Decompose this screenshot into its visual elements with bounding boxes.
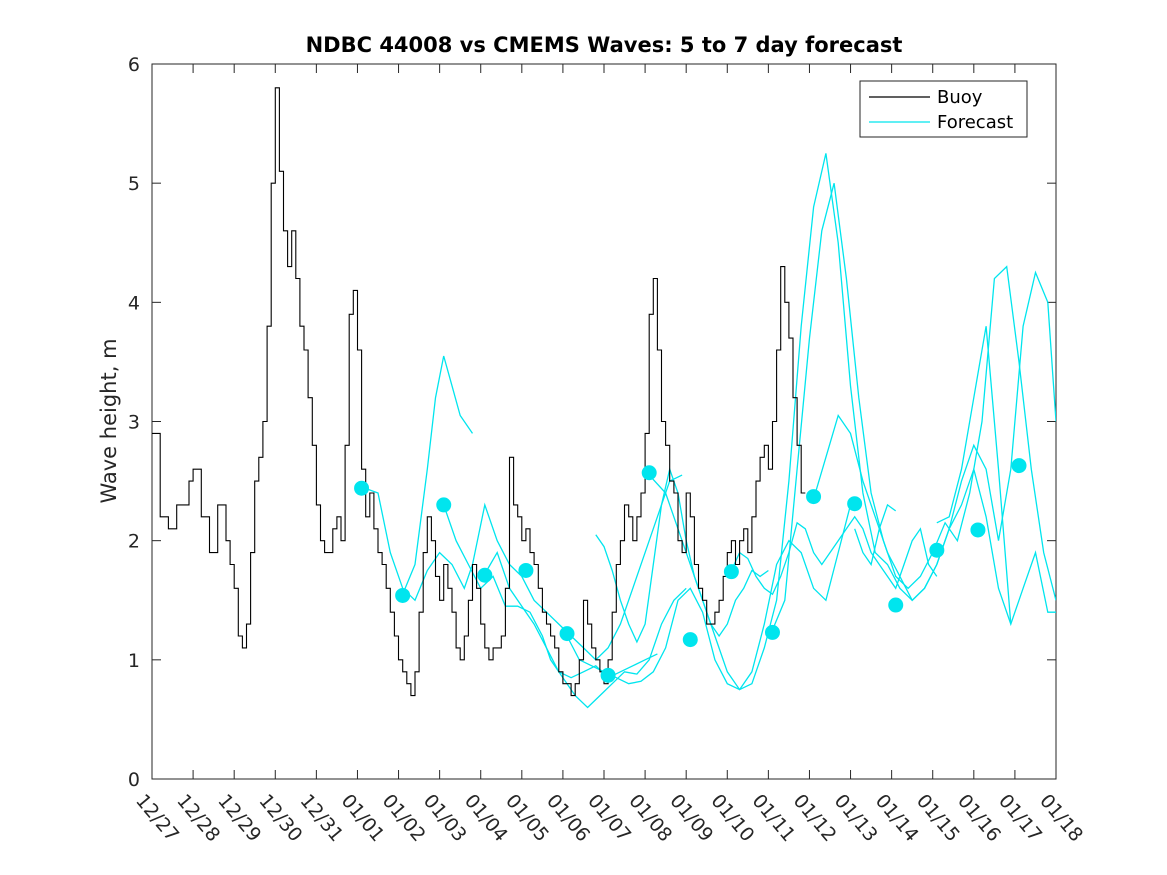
forecast-marker (559, 626, 575, 642)
axes-box (151, 63, 1057, 780)
forecast-marker (888, 597, 904, 613)
x-tick-label: 12/31 (296, 790, 348, 846)
x-tick-label: 01/07 (583, 790, 635, 846)
forecast-line (402, 355, 474, 595)
y-tick-label: 3 (128, 412, 140, 434)
forecast-marker (1011, 458, 1027, 474)
buoy-line (152, 87, 806, 697)
x-tick-label: 01/14 (871, 790, 923, 846)
forecast-line (595, 466, 769, 644)
forecast-marker (723, 564, 739, 580)
chart-title: NDBC 44008 vs CMEMS Waves: 5 to 7 day fo… (306, 33, 903, 57)
legend: Buoy Forecast (859, 80, 1028, 138)
y-tick-label: 4 (128, 292, 140, 314)
x-tick-label: 01/18 (1035, 790, 1087, 846)
forecast-marker (847, 496, 863, 512)
x-tick-label: 12/27 (131, 790, 183, 846)
forecast-marker (436, 497, 452, 513)
x-tick-label: 01/05 (501, 790, 553, 846)
x-tick-label: 12/29 (213, 790, 265, 846)
forecast-line (484, 551, 658, 679)
x-tick-label: 01/12 (789, 790, 841, 846)
x-tick-label: 01/01 (337, 790, 389, 846)
legend-buoy-label: Buoy (937, 87, 983, 108)
x-tick-label: 01/02 (378, 790, 430, 846)
x-tick-label: 01/11 (748, 790, 800, 846)
forecast-marker (600, 667, 616, 683)
x-tick-label: 01/08 (624, 790, 676, 846)
x-tick-label: 01/04 (460, 790, 512, 846)
forecast-marker (518, 562, 534, 578)
forecast-marker (395, 587, 411, 603)
forecast-marker (682, 632, 698, 648)
forecast-line (771, 183, 1056, 631)
y-tick-label: 1 (128, 650, 140, 672)
x-tick-label: 01/06 (542, 790, 594, 846)
y-tick-label: 5 (128, 173, 140, 195)
x-tick-label: 01/10 (706, 790, 758, 846)
x-tick-label: 01/17 (994, 790, 1046, 846)
forecast-marker (929, 542, 945, 558)
forecast-line (854, 503, 897, 567)
forecast-line (648, 153, 1056, 691)
forecast-marker (354, 480, 370, 496)
x-tick-label: 01/16 (953, 790, 1005, 846)
forecast-line (812, 414, 1056, 627)
x-tick-label: 01/03 (419, 790, 471, 846)
x-tick-label: 01/13 (830, 790, 882, 846)
y-tick-label: 0 (128, 769, 140, 791)
x-tick-label: 01/15 (912, 790, 964, 846)
y-tick-label: 6 (128, 54, 140, 76)
forecast-line (936, 326, 1012, 625)
forecast-marker (806, 489, 822, 505)
x-tick-label: 01/09 (665, 790, 717, 846)
y-tick-label: 2 (128, 531, 140, 553)
legend-box (859, 80, 1028, 138)
x-tick-label: 12/28 (172, 790, 224, 846)
forecast-marker (641, 465, 657, 481)
x-tick-label: 12/30 (254, 790, 306, 846)
forecast-marker (477, 567, 493, 583)
forecast-marker (970, 522, 986, 538)
forecast-line (730, 515, 938, 596)
plot-area: 012345612/2712/2812/2912/3012/3101/0101/… (128, 54, 1087, 846)
legend-forecast-label: Forecast (937, 112, 1013, 133)
y-axis-label: Wave height, m (97, 338, 121, 503)
forecast-marker (764, 624, 780, 640)
